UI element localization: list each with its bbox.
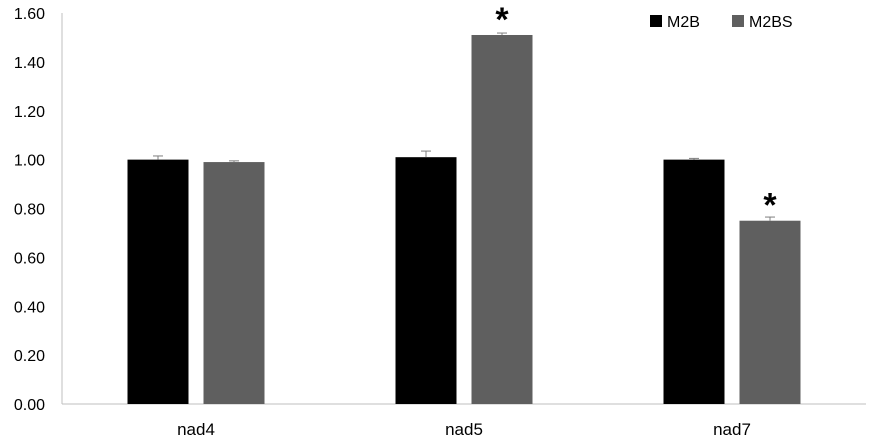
- bar-m2b-nad5: [395, 157, 457, 404]
- significance-asterisk: *: [763, 187, 777, 225]
- x-tick-label: nad5: [445, 420, 483, 439]
- legend-label-m2b: M2B: [667, 14, 700, 31]
- y-axis-tick-labels: 0.00 0.20 0.40 0.60 0.80 1.00 1.20 1.40 1.60: [14, 6, 45, 414]
- bar-m2bs-nad4: [203, 162, 265, 404]
- y-tick-label: 1.60: [14, 6, 45, 23]
- y-tick-label: 0.40: [14, 299, 45, 316]
- y-tick-label: 0.80: [14, 202, 45, 219]
- legend: M2B M2BS: [650, 14, 793, 31]
- legend-label-m2bs: M2BS: [749, 14, 793, 31]
- y-tick-label: 0.60: [14, 250, 45, 267]
- y-tick-label: 1.00: [14, 153, 45, 170]
- y-tick-label: 0.00: [14, 397, 45, 414]
- legend-swatch-m2b: [650, 15, 662, 27]
- y-tick-label: 1.20: [14, 104, 45, 121]
- significance-asterisk: *: [495, 1, 509, 39]
- bar-m2bs-nad5: [471, 34, 533, 405]
- y-tick-label: 1.40: [14, 55, 45, 72]
- bar-m2b-nad4: [127, 159, 189, 404]
- x-axis-tick-labels: nad4 nad5 nad7: [177, 420, 751, 439]
- bar-m2bs-nad7: [739, 220, 801, 404]
- y-tick-label: 0.20: [14, 348, 45, 365]
- x-tick-label: nad7: [713, 420, 751, 439]
- x-tick-label: nad4: [177, 420, 215, 439]
- bars-group: **: [127, 1, 801, 405]
- bar-m2b-nad7: [663, 159, 725, 404]
- legend-swatch-m2bs: [732, 15, 744, 27]
